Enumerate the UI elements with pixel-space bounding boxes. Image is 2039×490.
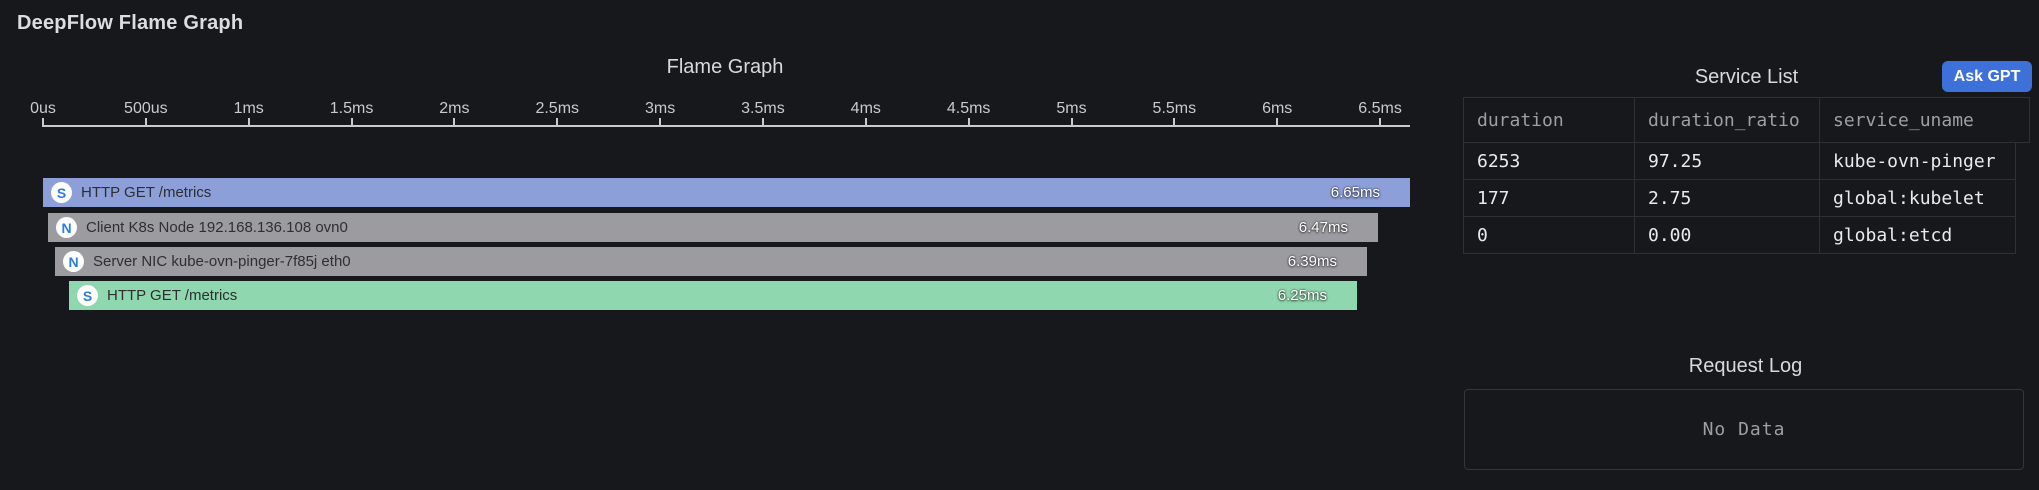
s-badge-icon: S (51, 182, 72, 203)
axis-tick-label: 6ms (1262, 100, 1293, 117)
axis-tick-label: 5.5ms (1152, 100, 1197, 117)
axis-tick-label: 4ms (850, 100, 881, 117)
flame-span-duration: 6.39ms (1287, 253, 1337, 270)
axis-tick-label: 2ms (439, 100, 470, 117)
table-cell: global:etcd (1820, 217, 2016, 254)
axis-tick-label: 2.5ms (535, 100, 580, 117)
flame-span-duration: 6.25ms (1277, 287, 1327, 304)
axis-tick-mark (42, 118, 44, 126)
axis-tick-label: 3.5ms (741, 100, 785, 117)
table-cell: 0 (1463, 217, 1635, 254)
table-cell: 6253 (1463, 143, 1635, 180)
flame-graph-panel-title: Flame Graph (666, 56, 784, 78)
axis-tick-mark (144, 118, 147, 126)
axis-tick-mark (761, 118, 764, 126)
table-cell: global:kubelet (1820, 180, 2016, 217)
axis-tick-mark (556, 118, 559, 126)
flame-span[interactable]: S HTTP GET /metrics 6.65ms (43, 178, 1410, 207)
axis-tick-mark (453, 118, 456, 126)
axis-tick-label: 1.5ms (329, 100, 374, 117)
flame-span[interactable]: N Client K8s Node 192.168.136.108 ovn0 6.4… (48, 213, 1378, 242)
table-row[interactable]: 6253 97.25 kube-ovn-pinger (1463, 143, 2016, 180)
flame-span[interactable]: N Server NIC kube-ovn-pinger-7f85j eth0 6.… (55, 247, 1367, 276)
axis-tick-label: 0us (30, 100, 56, 117)
table-header-row: duration duration_ratio service_uname (1463, 97, 2030, 143)
table-header-cell[interactable]: service_uname (1820, 97, 2030, 143)
no-data-label: No Data (1702, 419, 1786, 440)
axis-tick-mark (350, 118, 353, 126)
flame-span-label: HTTP GET /metrics (81, 184, 212, 201)
flame-span-duration: 6.65ms (1330, 184, 1380, 201)
axis-tick-label: 500us (124, 100, 168, 117)
axis-tick-mark (1173, 118, 1176, 126)
flame-span-label: Client K8s Node 192.168.136.108 ovn0 (86, 219, 348, 236)
table-cell: 0.00 (1635, 217, 1820, 254)
table-header-cell[interactable]: duration_ratio (1635, 97, 1820, 143)
axis-tick-mark (659, 118, 662, 126)
axis-tick-label: 4.5ms (946, 100, 991, 117)
flame-span[interactable]: S HTTP GET /metrics 6.25ms (69, 281, 1357, 310)
ask-gpt-button[interactable]: Ask GPT (1942, 61, 2032, 92)
table-cell: kube-ovn-pinger (1820, 143, 2016, 180)
flame-span-duration: 6.47ms (1298, 219, 1348, 236)
axis-tick-mark (864, 118, 867, 126)
time-axis-line (42, 125, 1410, 127)
axis-tick-mark (967, 118, 970, 126)
n-badge-icon: N (56, 217, 77, 238)
table-row[interactable]: 0 0.00 global:etcd (1463, 217, 2016, 254)
axis-tick-mark (247, 118, 250, 126)
flame-span-label: HTTP GET /metrics (107, 287, 238, 304)
axis-tick-label: 5ms (1056, 100, 1087, 117)
axis-tick-label: 3ms (644, 100, 676, 117)
page-title: DeepFlow Flame Graph (17, 12, 244, 34)
axis-tick-label: 6.5ms (1358, 100, 1402, 117)
request-log-empty-state: No Data (1464, 389, 2024, 470)
axis-tick-mark (1276, 118, 1279, 126)
axis-tick-label: 1ms (233, 100, 264, 117)
table-cell: 2.75 (1635, 180, 1820, 217)
table-header-cell[interactable]: duration (1463, 97, 1635, 143)
service-list-panel-title: Service List (1694, 66, 1799, 88)
axis-tick-mark (1379, 118, 1382, 126)
n-badge-icon: N (63, 251, 84, 272)
table-cell: 97.25 (1635, 143, 1820, 180)
s-badge-icon: S (77, 285, 98, 306)
table-cell: 177 (1463, 180, 1635, 217)
request-log-panel-title: Request Log (1688, 355, 1803, 377)
axis-tick-mark (1070, 118, 1073, 126)
table-row[interactable]: 177 2.75 global:kubelet (1463, 180, 2016, 217)
flame-span-label: Server NIC kube-ovn-pinger-7f85j eth0 (93, 253, 351, 270)
